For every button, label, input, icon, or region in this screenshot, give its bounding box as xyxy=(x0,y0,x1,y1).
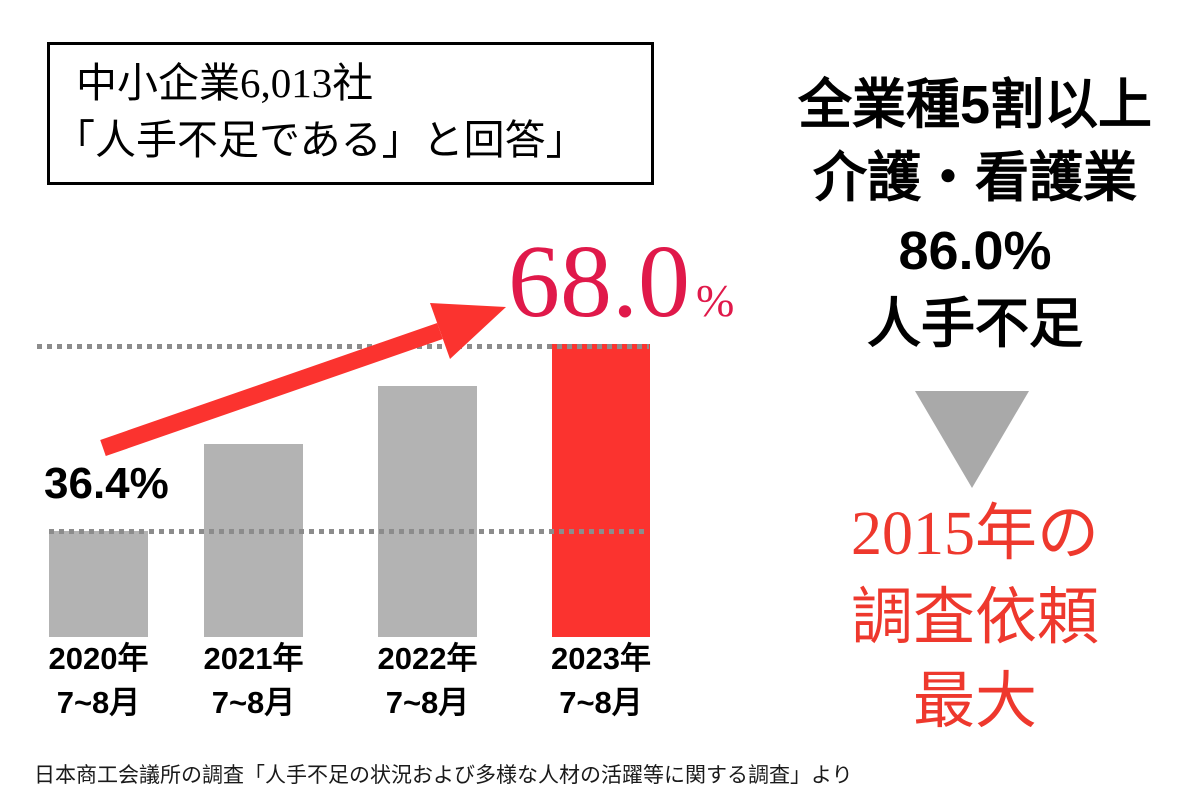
dashed-gridline-36 xyxy=(49,529,649,534)
source-note: 日本商工会議所の調査「人手不足の状況および多様な人材の活躍等に関する調査」より xyxy=(34,764,853,787)
bar-2020 xyxy=(49,531,148,637)
end-value-percent-sign: % xyxy=(696,275,735,326)
x-axis-label-2021: 2021年 7~8月 xyxy=(164,637,344,725)
start-value-label: 36.4% xyxy=(44,459,169,508)
highlight-line-2: 調査依頼 xyxy=(850,584,1099,652)
end-value-label: 68.0% xyxy=(508,230,734,334)
bar-chart: 36.4% 68.0% 2020年 7~8月 2021年 7~8月 2022年 … xyxy=(9,230,734,725)
x-label-period: 7~8月 xyxy=(211,685,296,720)
end-value-number: 68.0 xyxy=(508,224,690,339)
x-label-year: 2023年 xyxy=(551,641,651,676)
trend-arrow-icon xyxy=(100,303,506,457)
title-line-1: 中小企業6,013社 xyxy=(76,60,374,106)
bar-2021 xyxy=(204,444,303,637)
x-label-year: 2021年 xyxy=(203,641,304,676)
heading-line-3: 86.0% xyxy=(898,221,1052,281)
title-box: 中小企業6,013社 「人手不足である」と回答」 xyxy=(47,42,654,185)
bar-2022 xyxy=(378,386,477,637)
x-label-period: 7~8月 xyxy=(559,685,643,720)
dashed-gridline-68 xyxy=(37,344,649,349)
title-line-2: 「人手不足である」と回答」 xyxy=(54,117,587,163)
callout-heading: 全業種5割以上 介護・看護業 86.0% 人手不足 xyxy=(770,69,1180,361)
heading-line-2: 介護・看護業 xyxy=(813,148,1137,208)
callout-panel: 全業種5割以上 介護・看護業 86.0% 人手不足 2015年の 調査依頼 最大 xyxy=(770,0,1180,800)
heading-line-1: 全業種5割以上 xyxy=(797,75,1153,135)
highlight-line-3: 最大 xyxy=(912,668,1037,736)
x-axis-label-2022: 2022年 7~8月 xyxy=(338,637,518,725)
x-axis-label-2023: 2023年 7~8月 xyxy=(511,637,691,725)
down-triangle-icon xyxy=(915,391,1029,488)
bar-2023 xyxy=(552,344,650,637)
x-label-period: 7~8月 xyxy=(385,685,470,720)
x-label-year: 2022年 xyxy=(377,641,478,676)
x-label-year: 2020年 xyxy=(48,641,149,676)
callout-highlight: 2015年の 調査依頼 最大 xyxy=(770,492,1180,744)
x-label-period: 7~8月 xyxy=(56,685,141,720)
x-axis-label-2020: 2020年 7~8月 xyxy=(9,637,189,725)
highlight-line-1: 2015年の xyxy=(850,500,1099,568)
heading-line-4: 人手不足 xyxy=(867,294,1083,354)
